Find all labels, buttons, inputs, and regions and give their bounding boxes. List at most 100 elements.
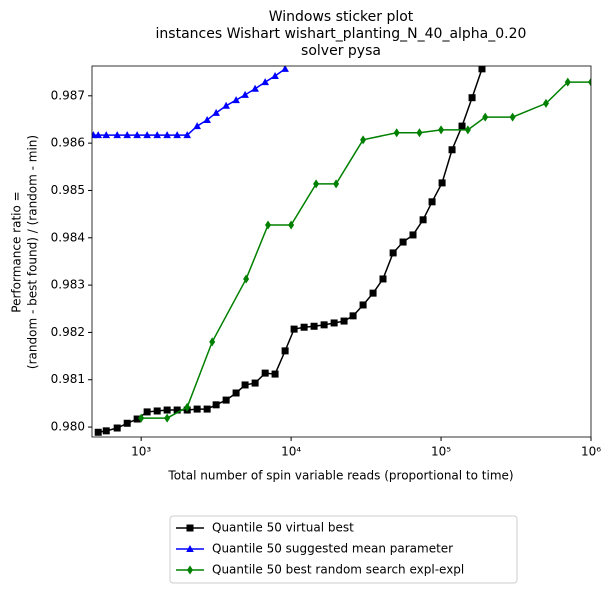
marker bbox=[310, 322, 318, 330]
marker bbox=[222, 396, 230, 404]
marker bbox=[393, 128, 400, 138]
marker bbox=[209, 337, 216, 347]
marker bbox=[271, 71, 279, 79]
marker bbox=[359, 301, 367, 309]
marker bbox=[478, 66, 486, 73]
legend bbox=[169, 515, 518, 584]
marker bbox=[438, 125, 445, 135]
marker bbox=[281, 66, 289, 72]
marker bbox=[102, 427, 110, 435]
marker bbox=[173, 131, 181, 139]
marker bbox=[320, 321, 328, 329]
y-tick-label: 0.980 bbox=[51, 420, 85, 434]
marker bbox=[193, 122, 201, 130]
marker bbox=[212, 108, 220, 116]
y-tick-label: 0.985 bbox=[51, 183, 85, 197]
y-axis-label: Performance ratio = bbox=[10, 191, 24, 312]
marker bbox=[330, 319, 338, 327]
y-tick-label: 0.986 bbox=[51, 136, 85, 150]
marker bbox=[564, 77, 571, 87]
marker bbox=[232, 96, 240, 104]
plot-area bbox=[92, 66, 591, 436]
marker bbox=[399, 238, 407, 246]
marker bbox=[212, 401, 220, 409]
marker bbox=[448, 146, 456, 154]
marker bbox=[438, 179, 446, 187]
marker bbox=[419, 216, 427, 224]
marker bbox=[232, 389, 240, 397]
marker bbox=[143, 408, 151, 416]
marker bbox=[265, 220, 272, 230]
marker bbox=[251, 84, 259, 92]
marker bbox=[509, 112, 516, 122]
marker bbox=[271, 370, 279, 378]
marker bbox=[281, 347, 289, 355]
marker bbox=[542, 98, 549, 108]
marker bbox=[261, 78, 269, 86]
legend-marker bbox=[186, 524, 194, 532]
marker bbox=[153, 131, 161, 139]
legend-marker bbox=[187, 565, 193, 575]
marker bbox=[94, 131, 103, 139]
marker bbox=[203, 405, 211, 413]
marker bbox=[133, 131, 141, 139]
marker bbox=[164, 413, 171, 423]
legend-label: Quantile 50 suggested mean parameter bbox=[212, 542, 453, 556]
marker bbox=[243, 274, 250, 284]
marker bbox=[241, 90, 249, 98]
series-line bbox=[93, 68, 286, 136]
marker bbox=[94, 428, 102, 436]
marker bbox=[113, 131, 121, 139]
marker bbox=[389, 249, 397, 257]
marker bbox=[163, 406, 171, 414]
marker bbox=[482, 112, 489, 122]
marker bbox=[102, 131, 111, 139]
marker bbox=[261, 369, 269, 377]
marker bbox=[113, 424, 121, 432]
marker bbox=[290, 325, 298, 333]
marker bbox=[313, 179, 320, 189]
marker bbox=[458, 122, 466, 130]
marker bbox=[143, 131, 151, 139]
y-tick-label: 0.982 bbox=[51, 325, 85, 339]
marker bbox=[183, 131, 192, 139]
legend-label: Quantile 50 best random search expl-expl bbox=[212, 563, 464, 577]
marker bbox=[153, 407, 161, 415]
marker bbox=[163, 131, 171, 139]
marker bbox=[133, 415, 141, 423]
x-tick-label: 10³ bbox=[131, 445, 151, 459]
marker bbox=[193, 405, 201, 413]
marker bbox=[340, 317, 348, 325]
y-tick-label: 0.984 bbox=[51, 230, 85, 244]
chart-title: Windows sticker plot bbox=[269, 9, 414, 25]
y-tick-label: 0.987 bbox=[51, 88, 85, 102]
x-axis-label: Total number of spin variable reads (pro… bbox=[167, 469, 513, 483]
marker bbox=[241, 381, 249, 389]
marker bbox=[428, 198, 436, 206]
axes-frame bbox=[91, 65, 592, 438]
marker bbox=[222, 101, 230, 109]
marker bbox=[379, 275, 387, 283]
y-tick-label: 0.981 bbox=[51, 372, 85, 386]
legend-marker bbox=[186, 545, 194, 552]
marker bbox=[369, 289, 377, 297]
marker bbox=[288, 220, 295, 230]
marker bbox=[123, 131, 132, 139]
chart-title: instances Wishart wishart_planting_N_40_… bbox=[156, 26, 527, 42]
legend-label: Quantile 50 virtual best bbox=[212, 521, 354, 535]
series-line bbox=[98, 68, 483, 434]
marker bbox=[409, 231, 417, 239]
marker bbox=[468, 94, 476, 102]
marker bbox=[203, 115, 211, 123]
x-tick-label: 10⁵ bbox=[431, 445, 451, 459]
marker bbox=[333, 179, 340, 189]
series-line bbox=[141, 81, 591, 419]
marker bbox=[464, 125, 471, 135]
chart-title: solver pysa bbox=[301, 43, 381, 59]
marker bbox=[173, 406, 181, 414]
x-tick-label: 10⁶ bbox=[581, 445, 601, 459]
marker bbox=[138, 413, 145, 423]
marker bbox=[360, 135, 367, 145]
marker bbox=[416, 128, 423, 138]
